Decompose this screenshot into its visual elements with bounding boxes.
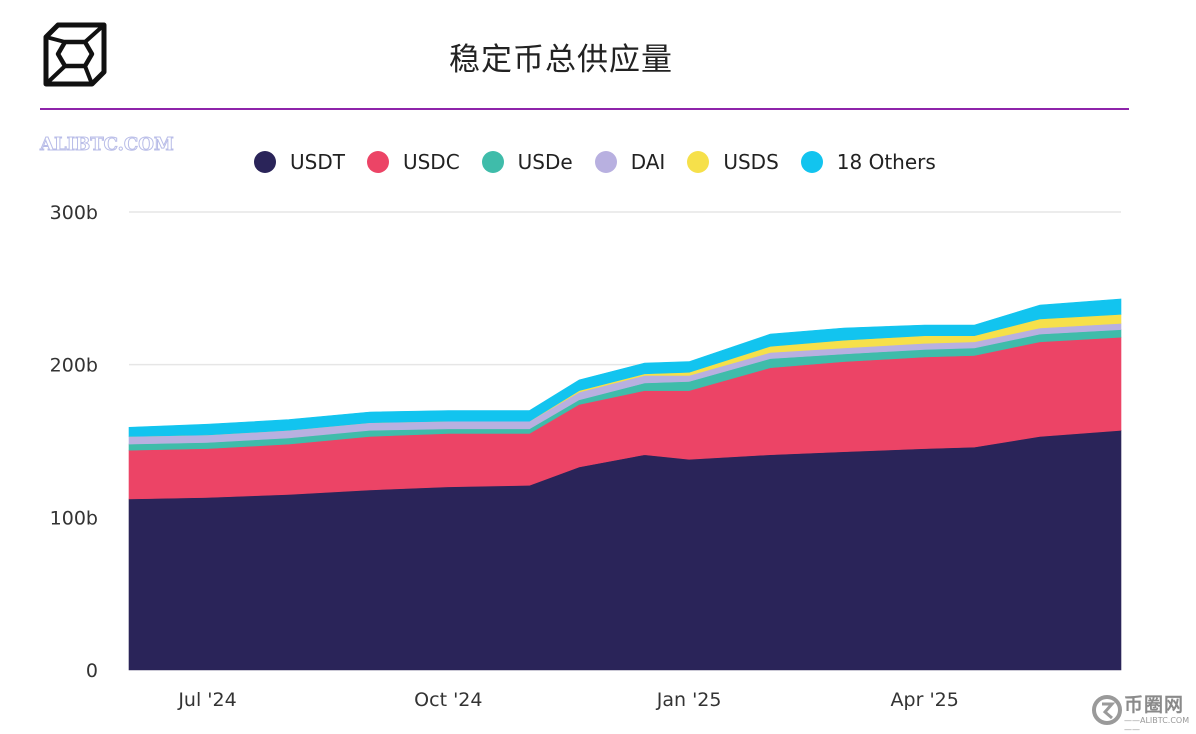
- watermark: ALIBTC.COM: [40, 134, 175, 156]
- legend-label: USDS: [723, 150, 779, 174]
- legend-item-usde[interactable]: USDe: [481, 150, 573, 174]
- legend-label: DAI: [630, 150, 666, 174]
- legend-item-usdt[interactable]: USDT: [254, 150, 345, 174]
- legend-swatch: [687, 151, 710, 173]
- legend-swatch: [366, 151, 389, 173]
- brand-subtitle: ——ALIBTC.COM——: [1124, 716, 1190, 734]
- legend-label: USDC: [402, 150, 460, 174]
- area-18-others: [128, 298, 1122, 437]
- legend-swatch: [594, 151, 617, 173]
- legend-item-usdc[interactable]: USDC: [366, 150, 460, 174]
- legend-item-dai[interactable]: DAI: [594, 150, 666, 174]
- legend-label: USDe: [517, 150, 573, 174]
- legend-swatch: [481, 151, 504, 173]
- x-tick-label: Jan '25: [656, 689, 722, 711]
- x-tick-label: Oct '24: [414, 689, 482, 711]
- title-divider: [40, 108, 1129, 110]
- chart-legend: USDT USDC USDe DAI USDS 18 Others: [254, 150, 958, 174]
- legend-swatch: [800, 151, 823, 173]
- brand-logo-icon: [43, 22, 107, 87]
- brand-mark-icon: [1092, 695, 1122, 725]
- legend-item-usds[interactable]: USDS: [687, 150, 779, 174]
- y-tick-label: 200b: [50, 355, 98, 377]
- x-tick-label: Jul '24: [177, 689, 236, 711]
- chart-title: 稳定币总供应量: [449, 42, 673, 78]
- area-series: [128, 298, 1122, 671]
- legend-label: USDT: [290, 150, 345, 174]
- axis-labels: 0 100b 200b 300b Jul '24 Oct '24 Jan '25 Apr '2…: [50, 202, 959, 711]
- y-tick-label: 100b: [50, 507, 98, 529]
- legend-label: 18 Others: [836, 150, 936, 174]
- y-tick-label: 300b: [50, 202, 98, 224]
- brand-name: 币圈网: [1124, 694, 1185, 716]
- x-tick-label: Apr '25: [891, 689, 959, 711]
- legend-item-others[interactable]: 18 Others: [800, 150, 936, 174]
- y-tick-label: 0: [86, 660, 98, 682]
- legend-swatch: [254, 151, 276, 173]
